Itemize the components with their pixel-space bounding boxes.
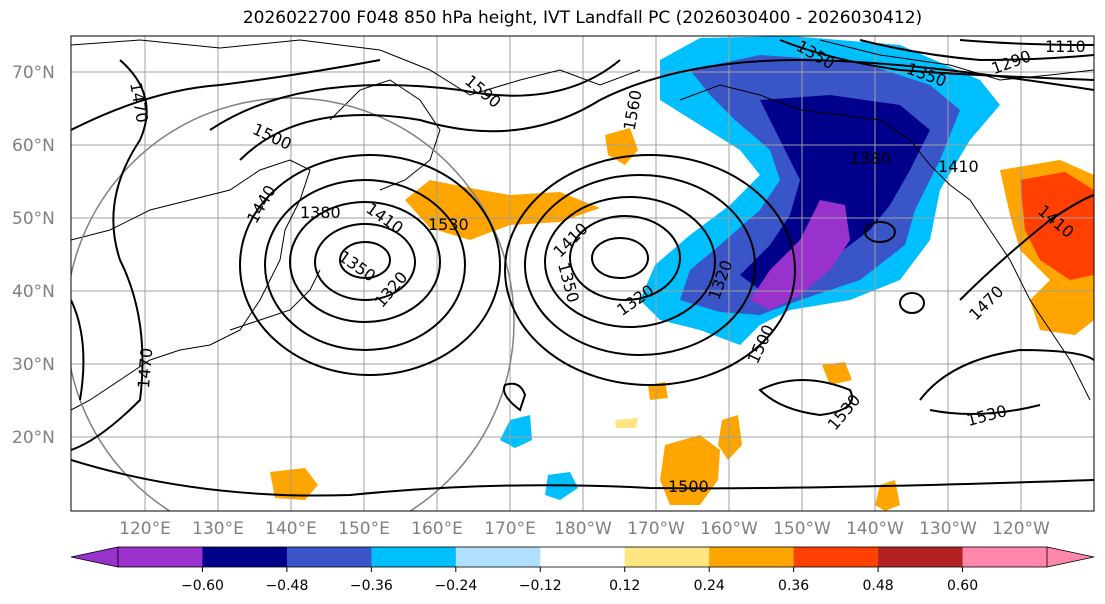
contour-label: 1500 [668,477,709,496]
lon-label: 120°E [119,519,171,539]
contour-label: 1410 [938,157,979,176]
shade-weak-positive [615,418,638,428]
lat-label: 40°N [12,282,55,302]
colorbar-tick-label: −0.24 [434,578,477,594]
shade-positive [648,382,668,400]
height-contours [71,39,1094,497]
colorbar-tick-label: −0.36 [350,578,393,594]
colorbar: −0.60 −0.48 −0.36 −0.24 −0.12 0.12 0.24 0.36 0.4… [70,546,1095,594]
lon-label: 150°W [773,519,831,539]
colorbar-segment [118,547,203,567]
coastlines [71,39,1094,411]
colorbar-segment [709,547,795,567]
colorbar-over-triangle [1046,546,1095,568]
range-circle [71,97,515,511]
colorbar-segment [878,547,964,567]
colorbar-segment [793,547,879,567]
chart-title: 2026022700 F048 850 hPa height, IVT Land… [242,8,923,28]
colorbar-frame [117,546,1048,568]
lon-label: 140°W [846,519,904,539]
contour-label: 1380 [300,203,341,222]
colorbar-segment [286,547,372,567]
colorbar-tick-label: −0.48 [265,578,308,594]
lon-label: 140°E [265,519,317,539]
lon-label: 170°E [484,519,536,539]
gridlines [71,36,1094,511]
lon-labels: 120°E 130°E 140°E 150°E 160°E 170°E 180°… [119,519,1050,539]
lon-label: 150°E [338,519,390,539]
lon-label: 130°W [919,519,977,539]
lon-label: 180°W [554,519,612,539]
colorbar-tick-label: 0.48 [863,578,894,594]
colorbar-segment [624,547,710,567]
lat-label: 60°N [12,136,55,156]
lon-label: 160°W [700,519,758,539]
lon-label: 120°W [992,519,1050,539]
lon-label: 170°W [627,519,685,539]
lat-labels: 70°N 60°N 50°N 40°N 30°N 20°N [12,63,55,448]
colorbar-tick-label: −0.60 [181,578,224,594]
contour-label: 1470 [134,347,156,389]
colorbar-tick-label: 0.24 [694,578,725,594]
shade-positive [270,468,318,500]
lat-label: 70°N [12,63,55,83]
shade-strong-positive [1020,172,1094,280]
lat-label: 50°N [12,209,55,229]
lon-label: 160°E [411,519,463,539]
colorbar-tick-label: 0.12 [609,578,640,594]
shade-positive [875,480,900,511]
contour-label: 1110 [1045,37,1086,56]
colorbar-segment [202,547,288,567]
lat-label: 30°N [12,355,55,375]
shade-negative [740,95,930,290]
colorbar-under-triangle [70,546,119,568]
lon-label: 130°E [192,519,244,539]
contour-label: 1530 [428,215,469,234]
colorbar-tick-label: 0.60 [947,578,978,594]
shade-weak-negative [500,415,532,448]
colorbar-tick-label: 0.36 [778,578,809,594]
colorbar-tick-label: −0.12 [519,578,562,594]
shade-positive [822,362,852,385]
colorbar-segment [962,547,1048,567]
contour-label: 1380 [850,149,891,168]
ivt-shading [270,36,1094,511]
colorbar-segment [371,547,457,567]
colorbar-segment [540,547,626,567]
map-frame [70,35,1095,512]
shade-strong-negative [750,200,850,310]
colorbar-segment [455,547,541,567]
lat-label: 20°N [12,428,55,448]
